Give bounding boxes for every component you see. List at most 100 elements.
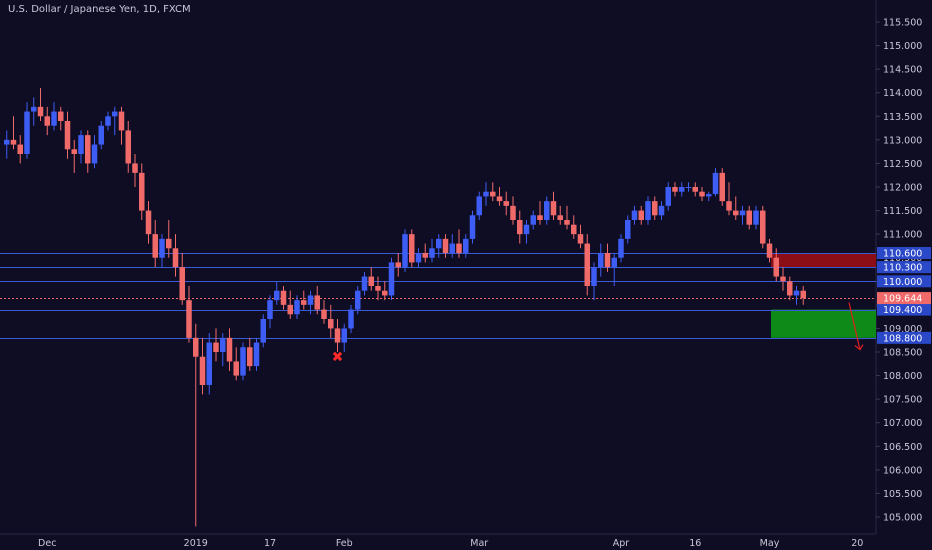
x-tick-label-8: 20 bbox=[851, 538, 863, 549]
candle-body-66 bbox=[449, 243, 455, 253]
candle-body-1 bbox=[10, 139, 17, 145]
candle-body-55 bbox=[375, 286, 381, 291]
candle-body-17 bbox=[118, 111, 125, 131]
candle-body-36 bbox=[247, 347, 253, 367]
candle-body-68 bbox=[463, 238, 469, 253]
candle-body-74 bbox=[503, 201, 509, 206]
candle-body-5 bbox=[37, 106, 44, 117]
candle-body-8 bbox=[58, 111, 64, 121]
y-tick-label-8: 111.500 bbox=[883, 206, 922, 217]
y-tick-label-18: 106.500 bbox=[883, 442, 922, 453]
candle-body-65 bbox=[442, 238, 449, 253]
candle-body-0 bbox=[4, 139, 10, 145]
candle-body-114 bbox=[773, 257, 779, 277]
last-price-label: 109.644 bbox=[883, 294, 922, 305]
candle-body-2 bbox=[17, 144, 23, 154]
candle-body-85 bbox=[577, 234, 584, 244]
last-price-label-bg bbox=[877, 292, 931, 305]
y-tick-label-15: 108.000 bbox=[883, 371, 922, 382]
level-label-1: 110.300 bbox=[883, 263, 922, 274]
x-tick-label-6: 16 bbox=[689, 538, 701, 549]
candle-body-29 bbox=[199, 356, 206, 385]
candle-body-76 bbox=[517, 220, 523, 235]
candle-body-33 bbox=[226, 337, 233, 362]
candle-body-34 bbox=[233, 361, 239, 376]
y-tick-label-9: 111.000 bbox=[883, 230, 922, 241]
y-tick-label-4: 113.500 bbox=[883, 112, 922, 123]
candle-body-79 bbox=[537, 215, 543, 220]
candle-body-35 bbox=[240, 347, 246, 376]
candle-body-47 bbox=[321, 309, 327, 319]
y-tick-label-21: 105.000 bbox=[883, 513, 922, 524]
candle-body-10 bbox=[71, 149, 77, 154]
candle-body-104 bbox=[706, 194, 712, 197]
candle-body-67 bbox=[456, 243, 462, 253]
x-tick-label-2: 17 bbox=[264, 538, 276, 549]
y-tick-label-13: 109.000 bbox=[883, 324, 922, 335]
candle-body-81 bbox=[550, 201, 557, 216]
candle-body-16 bbox=[112, 111, 118, 117]
candle-body-117 bbox=[793, 290, 800, 296]
candle-body-51 bbox=[348, 309, 354, 329]
candle-body-80 bbox=[544, 201, 550, 220]
y-tick-label-14: 108.500 bbox=[883, 348, 922, 359]
candle-body-111 bbox=[753, 210, 759, 225]
candle-body-23 bbox=[159, 238, 165, 258]
candle-body-30 bbox=[206, 342, 212, 385]
candle-body-6 bbox=[44, 116, 50, 126]
candle-body-42 bbox=[287, 304, 293, 315]
level-label-0: 110.600 bbox=[883, 249, 922, 260]
y-tick-label-2: 114.500 bbox=[883, 65, 922, 76]
candle-body-24 bbox=[166, 238, 172, 249]
candle-body-38 bbox=[260, 319, 266, 343]
candle-body-46 bbox=[314, 295, 320, 310]
level-label-3: 109.400 bbox=[883, 305, 922, 316]
down-arrow-shaft bbox=[848, 302, 861, 350]
candle-body-21 bbox=[145, 210, 152, 235]
candle-body-102 bbox=[692, 187, 698, 192]
chart-title: U.S. Dollar / Japanese Yen, 1D, FXCM bbox=[8, 4, 191, 15]
candle-body-12 bbox=[85, 135, 91, 164]
candle-body-89 bbox=[604, 253, 611, 268]
candle-body-50 bbox=[341, 328, 347, 343]
x-tick-label-0: Dec bbox=[38, 538, 56, 549]
candle-body-98 bbox=[665, 187, 671, 206]
candle-body-3 bbox=[24, 111, 30, 154]
candle-body-75 bbox=[510, 205, 516, 220]
candle-body-49 bbox=[334, 328, 341, 343]
x-tick-label-1: 2019 bbox=[184, 538, 208, 549]
resistance-zone bbox=[771, 253, 876, 268]
candle-body-13 bbox=[91, 144, 98, 164]
candle-body-22 bbox=[152, 234, 158, 258]
candle-body-25 bbox=[172, 248, 179, 268]
candle-body-69 bbox=[469, 215, 476, 239]
candle-body-72 bbox=[490, 191, 496, 197]
candle-body-18 bbox=[125, 130, 131, 164]
candle-body-90 bbox=[611, 257, 617, 268]
candle-body-37 bbox=[253, 342, 260, 367]
candle-body-52 bbox=[355, 290, 361, 310]
candle-body-91 bbox=[618, 238, 624, 258]
candle-body-11 bbox=[78, 135, 84, 154]
candle-body-116 bbox=[787, 281, 793, 296]
candle-body-63 bbox=[429, 248, 435, 258]
candle-body-82 bbox=[557, 215, 563, 220]
candle-body-7 bbox=[51, 111, 57, 126]
y-tick-label-19: 106.000 bbox=[883, 465, 922, 476]
candle-body-115 bbox=[780, 276, 786, 282]
candle-body-92 bbox=[625, 220, 631, 239]
candle-body-105 bbox=[712, 172, 719, 195]
candle-body-100 bbox=[679, 187, 685, 192]
level-label-bg-2 bbox=[877, 275, 931, 288]
candle-body-28 bbox=[193, 337, 199, 357]
candle-body-53 bbox=[361, 276, 368, 291]
y-tick-label-3: 114.000 bbox=[883, 88, 922, 99]
level-label-4: 108.800 bbox=[883, 333, 922, 344]
candle-body-20 bbox=[139, 172, 145, 211]
candle-body-48 bbox=[328, 319, 334, 329]
y-tick-label-16: 107.500 bbox=[883, 395, 922, 406]
candle-body-4 bbox=[31, 106, 37, 112]
candle-body-58 bbox=[395, 262, 401, 268]
candle-body-57 bbox=[388, 262, 395, 296]
x-tick-label-3: Feb bbox=[336, 538, 353, 549]
